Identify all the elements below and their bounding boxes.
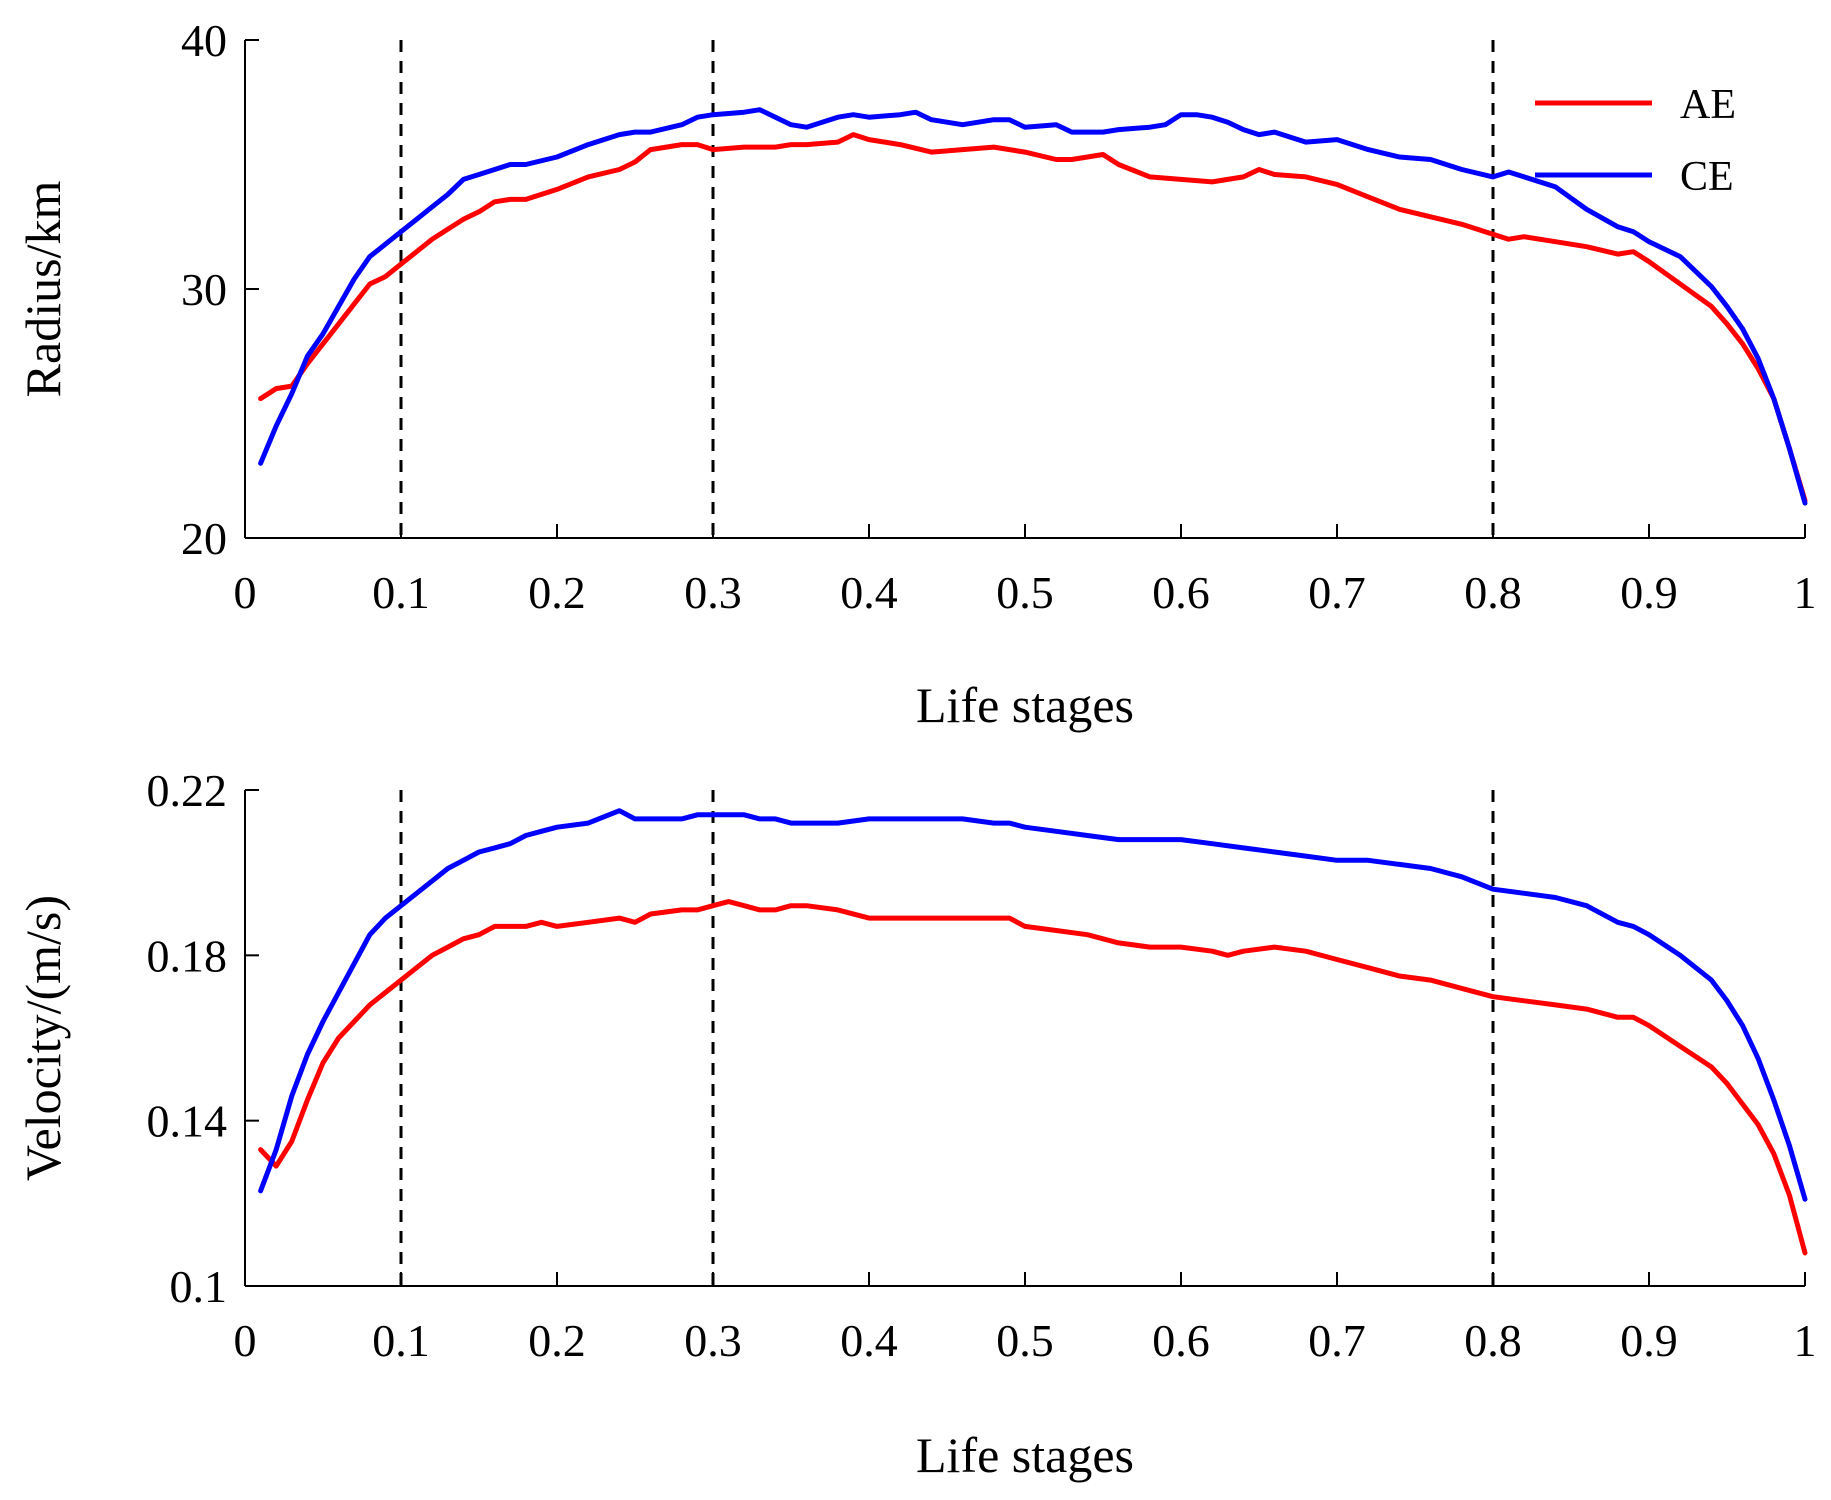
series-line-ce <box>258 808 1808 1202</box>
series-line-ce <box>258 107 1808 506</box>
x-axis-label: Life stages <box>916 677 1134 733</box>
legend: AE CE <box>1535 82 1736 200</box>
x-tick-label: 0 <box>234 1315 257 1366</box>
y-axis-label: Velocity/(m/s) <box>15 895 71 1181</box>
x-tick-label: 0.5 <box>996 567 1054 618</box>
x-tick-label: 0.2 <box>528 567 586 618</box>
x-tick-label: 0.8 <box>1464 567 1522 618</box>
x-tick-label: 0.5 <box>996 1315 1054 1366</box>
x-tick-label: 1 <box>1794 567 1817 618</box>
x-tick-label: 0.1 <box>372 567 430 618</box>
y-axis-label: Radius/km <box>15 181 71 398</box>
x-tick-label: 0.8 <box>1464 1315 1522 1366</box>
y-tick-label: 0.18 <box>147 930 228 981</box>
x-tick-label: 0.2 <box>528 1315 586 1366</box>
x-tick-label: 0.4 <box>840 1315 898 1366</box>
series-line-ae <box>258 899 1808 1256</box>
y-tick-label: 30 <box>181 264 227 315</box>
y-tick-label: 20 <box>181 513 227 564</box>
x-tick-label: 0.4 <box>840 567 898 618</box>
y-tick-label: 0.1 <box>170 1261 228 1312</box>
x-tick-label: 1 <box>1794 1315 1817 1366</box>
x-tick-label: 0.3 <box>684 567 742 618</box>
x-tick-label: 0.3 <box>684 1315 742 1366</box>
velocity-chart: 0 0.1 0.2 0.3 0.4 0.5 0.6 0.7 0.8 0.9 10.10.140.18… <box>15 765 1817 1483</box>
x-tick-label: 0.7 <box>1308 567 1366 618</box>
x-tick-label: 0.1 <box>372 1315 430 1366</box>
x-tick-label: 0 <box>234 567 257 618</box>
y-tick-label: 0.22 <box>147 765 228 816</box>
y-tick-label: 0.14 <box>147 1096 228 1147</box>
x-tick-label: 0.9 <box>1620 1315 1678 1366</box>
legend-label-ce: CE <box>1680 154 1734 200</box>
x-axis-label: Life stages <box>916 1427 1134 1483</box>
radius-chart: 0 0.1 0.2 0.3 0.4 0.5 0.6 0.7 0.8 0.9 1 20 30 40 Life … <box>15 15 1817 733</box>
x-tick-label: 0.9 <box>1620 567 1678 618</box>
x-tick-label: 0.6 <box>1152 1315 1210 1366</box>
x-tick-label: 0.7 <box>1308 1315 1366 1366</box>
x-tick-label: 0.6 <box>1152 567 1210 618</box>
series-line-ae <box>258 132 1808 504</box>
legend-label-ae: AE <box>1680 82 1736 128</box>
y-tick-label: 40 <box>181 15 227 66</box>
